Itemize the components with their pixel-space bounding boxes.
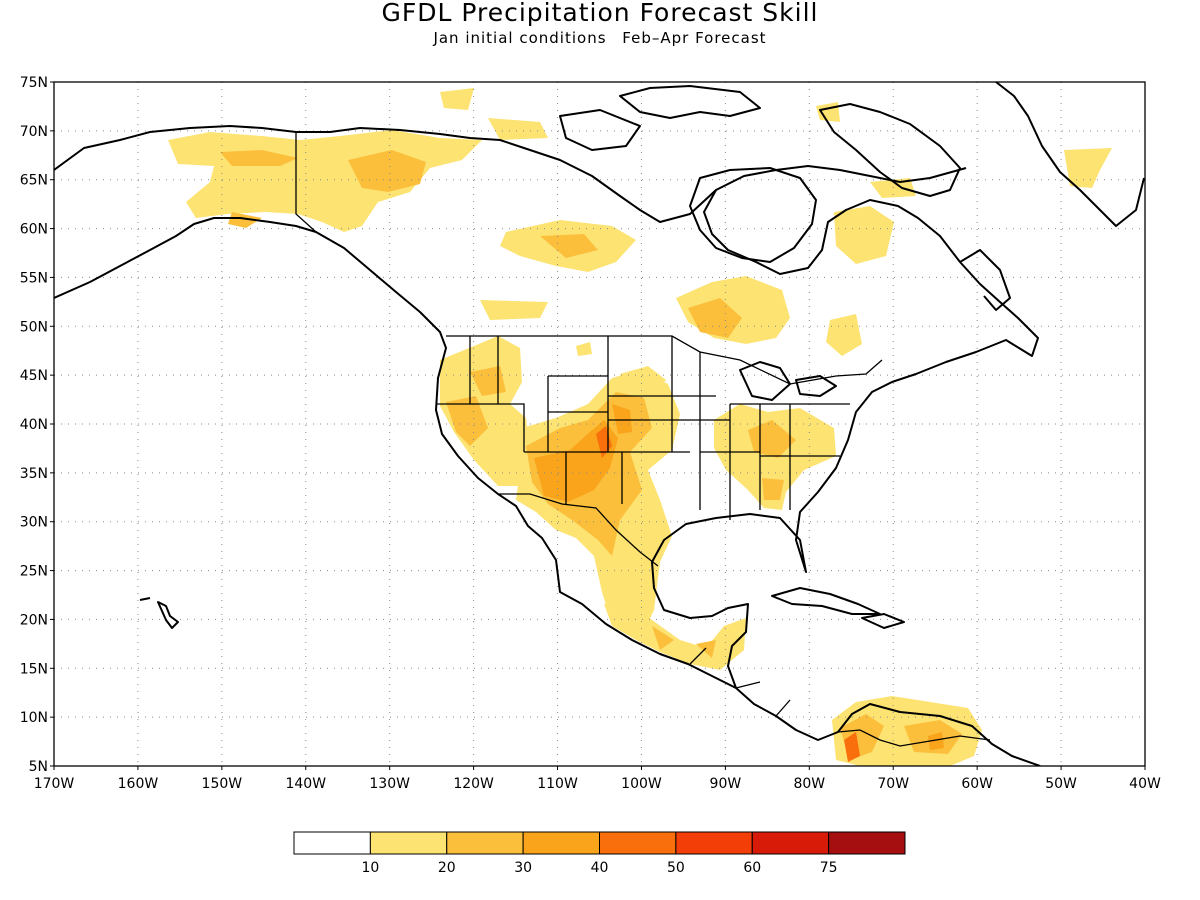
border-us-mexico xyxy=(498,493,659,567)
lat-tick-label: 70N xyxy=(20,124,48,140)
legend-swatch xyxy=(293,831,371,855)
legend-label: 50 xyxy=(667,860,685,876)
lat-tick-label: 35N xyxy=(20,466,48,482)
coastline-layer xyxy=(54,82,1145,766)
coastline-victoria-island xyxy=(559,109,641,151)
lat-tick-label: 25N xyxy=(20,564,48,580)
lon-tick-label: 50W xyxy=(1045,776,1077,792)
coastline-greenland xyxy=(995,82,1145,227)
longitude-labels: 170W 160W 150W 140W 130W 120W 110W 100W 90W 80W 70… xyxy=(34,776,1161,792)
border-us-canada xyxy=(446,335,883,385)
border-layer xyxy=(295,132,991,747)
skill-region-alaska-core xyxy=(220,150,426,228)
lat-tick-label: 65N xyxy=(20,173,48,189)
legend-label: 40 xyxy=(591,860,609,876)
legend-label: 30 xyxy=(514,860,532,876)
skill-region-mexico-south-core xyxy=(652,626,716,658)
coastline-ellesmere xyxy=(619,85,761,119)
skill-region-us-west xyxy=(440,336,530,486)
legend-label: 75 xyxy=(820,860,838,876)
lat-tick-label: 20N xyxy=(20,612,48,628)
coastline-great-lakes xyxy=(739,361,837,401)
skill-region-quebec xyxy=(826,206,894,356)
coastline-north-america xyxy=(54,217,1041,766)
subtitle-initial-conditions: Jan initial conditions xyxy=(433,29,607,47)
skill-region-south-america-core xyxy=(844,732,860,762)
skill-region-south-america-core2 xyxy=(928,732,944,750)
lon-tick-label: 130W xyxy=(369,776,410,792)
coastline-cuba xyxy=(771,587,881,615)
lat-tick-label: 60N xyxy=(20,222,48,238)
lat-tick-label: 5N xyxy=(29,759,48,775)
skill-shading-layer xyxy=(168,88,1112,766)
lon-tick-label: 60W xyxy=(961,776,993,792)
border-central-america xyxy=(689,647,991,747)
legend-swatch xyxy=(446,831,524,855)
lon-tick-label: 80W xyxy=(793,776,825,792)
border-alaska-canada xyxy=(295,132,317,233)
legend-label: 20 xyxy=(438,860,456,876)
legend-swatch xyxy=(369,831,448,855)
coastline-hudson-bay xyxy=(689,167,817,263)
skill-region-greenland xyxy=(1064,148,1112,188)
legend-label: 10 xyxy=(361,860,379,876)
legend-swatch xyxy=(828,831,906,855)
lat-tick-label: 45N xyxy=(20,368,48,384)
page-title: GFDL Precipitation Forecast Skill xyxy=(381,0,819,27)
lon-tick-label: 40W xyxy=(1129,776,1161,792)
lat-tick-label: 55N xyxy=(20,270,48,286)
legend-swatch xyxy=(599,831,677,855)
skill-region-ontario-core xyxy=(688,298,742,338)
lat-tick-label: 50N xyxy=(20,319,48,335)
skill-region-plains xyxy=(480,300,666,396)
legend-swatch xyxy=(675,831,753,855)
skill-legend: 10 20 30 40 50 60 75 xyxy=(293,831,906,876)
skill-region-us-west-core xyxy=(446,366,506,446)
border-us-states xyxy=(436,336,850,520)
lat-tick-label: 10N xyxy=(20,710,48,726)
lat-tick-label: 30N xyxy=(20,515,48,531)
skill-region-alaska xyxy=(168,130,482,232)
page-subtitle: Jan initial conditions Feb–Apr Forecast xyxy=(0,29,1200,47)
lon-tick-label: 140W xyxy=(285,776,326,792)
lat-tick-label: 75N xyxy=(20,75,48,91)
lon-tick-label: 170W xyxy=(34,776,75,792)
lon-tick-label: 110W xyxy=(537,776,578,792)
coastline-hispaniola xyxy=(861,613,905,629)
lon-tick-label: 90W xyxy=(710,776,742,792)
axis-ticks xyxy=(50,81,1146,770)
coastline-labrador-newfoundland xyxy=(959,249,1011,311)
legend-swatch xyxy=(751,831,830,855)
coastline-arctic xyxy=(54,125,717,223)
lon-tick-label: 120W xyxy=(453,776,494,792)
subtitle-forecast-period: Feb–Apr Forecast xyxy=(622,29,767,47)
latitude-labels: 75N 70N 65N 60N 55N 50N 45N 40N 35N 30N 25N 20N 15N 1… xyxy=(20,75,48,775)
legend-label: 60 xyxy=(743,860,761,876)
coastline-hawaii xyxy=(139,597,179,629)
lon-tick-label: 160W xyxy=(118,776,159,792)
legend-swatch xyxy=(522,831,600,855)
lat-tick-label: 15N xyxy=(20,661,48,677)
coastline-gulf-and-atlantic xyxy=(651,165,1039,689)
skill-region-canada-central-core xyxy=(540,234,598,258)
coastline-baffin xyxy=(819,103,961,197)
lon-tick-label: 70W xyxy=(877,776,909,792)
lon-tick-label: 150W xyxy=(202,776,243,792)
lat-tick-label: 40N xyxy=(20,417,48,433)
lon-tick-label: 100W xyxy=(621,776,662,792)
